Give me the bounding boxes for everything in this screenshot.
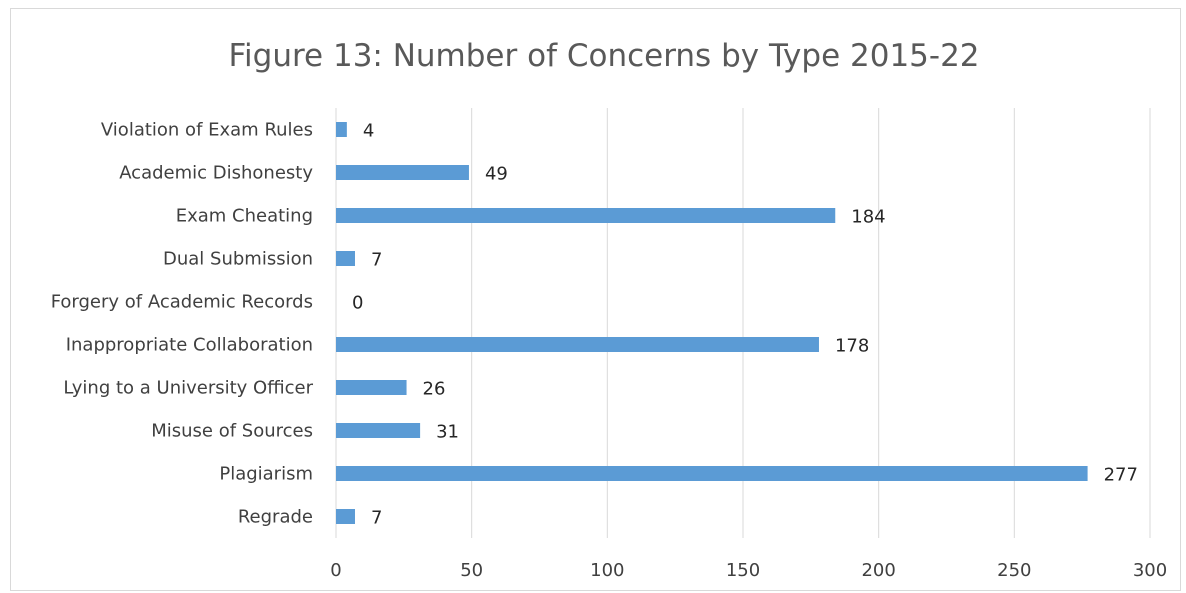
x-tick-label: 150: [726, 560, 760, 581]
data-labels: 4 49 184 7 0 178 26 31 277 7: [352, 121, 1138, 529]
category-label: Plagiarism: [219, 464, 313, 485]
bar: [336, 466, 1088, 481]
bar: [336, 122, 347, 137]
data-label: 184: [851, 207, 885, 228]
data-label: 277: [1104, 465, 1138, 486]
category-label: Dual Submission: [163, 249, 313, 270]
data-label: 31: [436, 422, 459, 443]
data-label: 26: [423, 379, 446, 400]
data-label: 4: [363, 121, 374, 142]
category-label: Inappropriate Collaboration: [66, 335, 313, 356]
category-labels: Violation of Exam Rules Academic Dishones…: [51, 120, 314, 528]
value-axis-ticks: 0 50 100 150 200 250 300: [330, 560, 1167, 581]
x-tick-label: 0: [330, 560, 341, 581]
category-label: Academic Dishonesty: [119, 163, 313, 184]
chart-frame: Figure 13: Number of Concerns by Type 20…: [10, 8, 1181, 591]
category-label: Lying to a University Officer: [63, 378, 313, 399]
data-label: 49: [485, 164, 508, 185]
category-label: Exam Cheating: [176, 206, 313, 227]
bar: [336, 337, 819, 352]
chart-title: Figure 13: Number of Concerns by Type 20…: [228, 38, 979, 74]
x-tick-label: 200: [861, 560, 895, 581]
bar-chart: Figure 13: Number of Concerns by Type 20…: [51, 38, 1167, 581]
bar: [336, 423, 421, 438]
data-label: 0: [352, 293, 363, 314]
data-label: 7: [371, 250, 382, 271]
data-label: 7: [371, 508, 382, 529]
data-label: 178: [835, 336, 869, 357]
bars: [336, 122, 1088, 524]
category-label: Violation of Exam Rules: [101, 120, 313, 141]
category-label: Forgery of Academic Records: [51, 292, 313, 313]
x-tick-label: 50: [460, 560, 483, 581]
bar: [336, 165, 469, 180]
bar: [336, 251, 355, 266]
category-label: Misuse of Sources: [151, 421, 313, 442]
x-tick-label: 300: [1133, 560, 1167, 581]
x-tick-label: 100: [590, 560, 624, 581]
x-tick-label: 250: [997, 560, 1031, 581]
bar: [336, 509, 355, 524]
bar: [336, 380, 407, 395]
category-label: Regrade: [238, 507, 313, 528]
bar: [336, 208, 836, 223]
